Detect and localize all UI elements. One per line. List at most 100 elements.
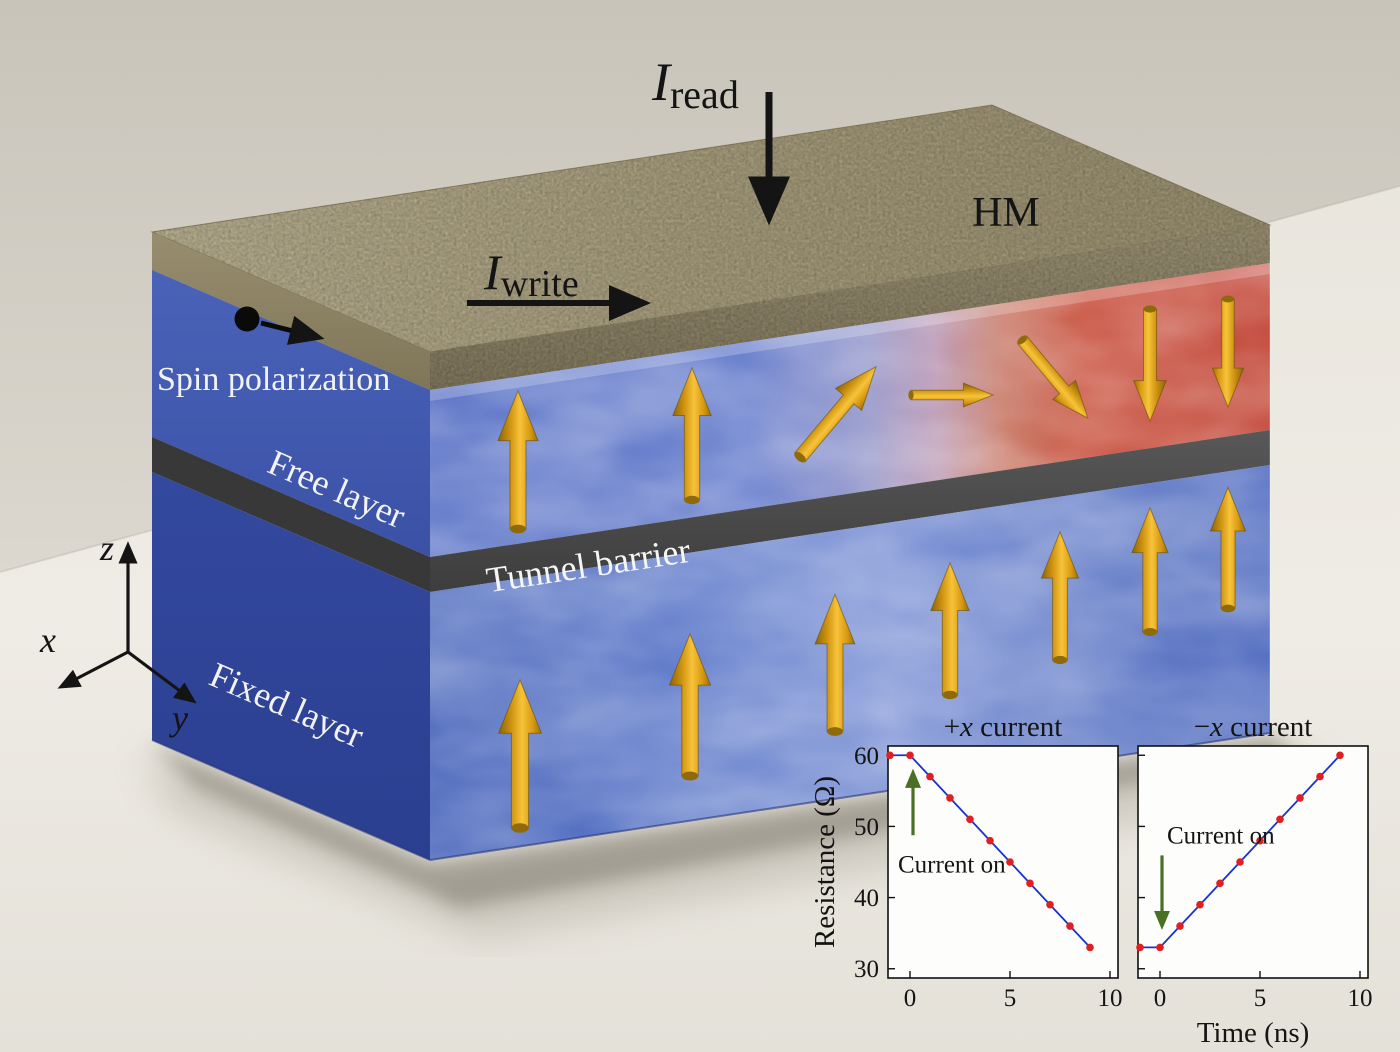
magnetization-arrow (1016, 335, 1089, 420)
data-point (1236, 858, 1244, 866)
chart-title: +x current (944, 711, 1063, 743)
magnetization-arrow-cap (511, 823, 529, 833)
hm-label: HM (972, 190, 1040, 236)
y-tick-label: 40 (854, 885, 879, 912)
magnetization-arrow-cap (1221, 295, 1235, 303)
magnetization-arrow-body (1133, 308, 1167, 423)
tunnel-barrier-front-face (430, 430, 1270, 592)
magnetization-arrow (1040, 530, 1080, 665)
magnetization-arrow (672, 366, 712, 505)
x-tick-label: 10 (1348, 985, 1373, 1012)
magnetization-arrow-cap (794, 451, 806, 463)
x-axis (57, 650, 129, 689)
data-point (1336, 751, 1344, 760)
data-point (886, 751, 894, 760)
x-tick-label: 10 (1098, 985, 1123, 1012)
z-axis-label: z (99, 528, 114, 568)
i-read-symbol: I (651, 52, 673, 112)
i-write-subscript: write (501, 263, 579, 305)
data-point (1026, 879, 1034, 888)
y-tick-label: 60 (854, 743, 879, 770)
i-write-symbol: I (483, 244, 503, 300)
data-point (1256, 836, 1264, 845)
data-point (986, 836, 994, 845)
spin-polarization-arrow (260, 315, 325, 345)
data-point (906, 751, 914, 760)
magnetization-arrow-cap (908, 390, 914, 400)
y-axis-title: Resistance (Ω) (809, 776, 841, 948)
i-read-subscript: read (670, 72, 739, 117)
data-point (1176, 922, 1184, 930)
y-axis (127, 650, 197, 704)
magnetization-arrow-cap (1143, 305, 1157, 313)
fixed-layer-left-face (152, 472, 430, 860)
magnetization-arrow-body (497, 389, 539, 530)
chart-title-part: current (973, 711, 1062, 743)
magnetization-arrow (668, 632, 712, 781)
magnetization-arrow-cap (1142, 628, 1158, 636)
data-point (1006, 858, 1014, 866)
plot-frame (887, 745, 1119, 979)
chart-title: −x current (1194, 711, 1313, 743)
magnetization-arrow (1211, 295, 1245, 409)
magnetization-arrow-body (668, 632, 712, 777)
magnetization-arrow (497, 678, 543, 833)
magnetization-arrow-body (930, 561, 970, 696)
hm-top-texture (152, 105, 1270, 352)
chart-plus-x-current: 0 5 10 60 50 40 30 +x current Resistance (Ω) Curr… (809, 711, 1123, 1012)
hm-front-texture (430, 225, 1270, 390)
magnetization-arrow-cap (827, 727, 843, 736)
x-axis-label: x (39, 620, 56, 660)
magnetization-arrow-cap (681, 771, 699, 781)
magnetization-arrow-cap (942, 690, 958, 700)
data-point (1276, 815, 1284, 824)
hm-left-face (152, 232, 430, 390)
fixed-layer-magnetization-arrows (497, 486, 1247, 833)
magnetization-arrow-cap (509, 524, 527, 534)
magnetization-arrow-body (814, 593, 856, 732)
chart-title-part: x (959, 711, 973, 743)
magnetization-arrow-cap (1052, 655, 1068, 665)
data-point (1196, 900, 1204, 909)
magnetization-arrow-cap (1220, 604, 1236, 613)
magnetization-arrow (1209, 486, 1247, 613)
coordinate-axes: z x y (39, 528, 197, 738)
magnetization-arrow-cap (1017, 335, 1028, 345)
magnetization-arrow-body (672, 366, 712, 501)
spin-polarization-label: Spin polarization (157, 361, 390, 398)
x-tick-label: 5 (1254, 985, 1267, 1012)
data-point (1296, 794, 1304, 802)
chart-title-part: x (1209, 711, 1223, 743)
magnetization-arrow-body (497, 678, 543, 829)
free-layer-magnetization-arrows (497, 295, 1245, 534)
chart-minus-x-current: 0 5 10 −x current Time (ns) Current on (1136, 711, 1373, 1049)
magnetization-arrow-body (1211, 298, 1245, 409)
device-bottom-edge-front (429, 732, 1271, 861)
i-write-label: Iwrite (483, 244, 579, 305)
data-point (1046, 900, 1054, 909)
data-point (1216, 879, 1224, 888)
chart-title-part: − (1194, 711, 1210, 743)
y-axis-label: y (169, 698, 188, 738)
y-tick-label: 50 (854, 814, 879, 841)
x-axis-title: Time (ns) (1197, 1017, 1310, 1049)
magnetization-arrow (1131, 506, 1169, 636)
magnetization-arrow-body (1016, 335, 1089, 420)
data-point (926, 772, 934, 781)
chart-title-part: + (944, 711, 960, 743)
magnetization-arrow (930, 561, 970, 700)
free-layer-front-clouds (430, 263, 1270, 557)
data-point (1316, 772, 1324, 781)
tunnel-barrier-left-face (152, 437, 430, 592)
magnetization-arrow-body (794, 365, 877, 463)
data-point (1136, 943, 1144, 952)
magnetization-arrow (497, 389, 539, 534)
magnetization-arrow-body (1131, 506, 1169, 633)
data-point (966, 815, 974, 824)
chart-title-part: current (1223, 711, 1312, 743)
magnetization-arrow-body (1040, 530, 1080, 661)
device-bottom-edge-left (151, 739, 431, 861)
x-tick-label: 0 (904, 985, 917, 1012)
data-point (1066, 922, 1074, 930)
